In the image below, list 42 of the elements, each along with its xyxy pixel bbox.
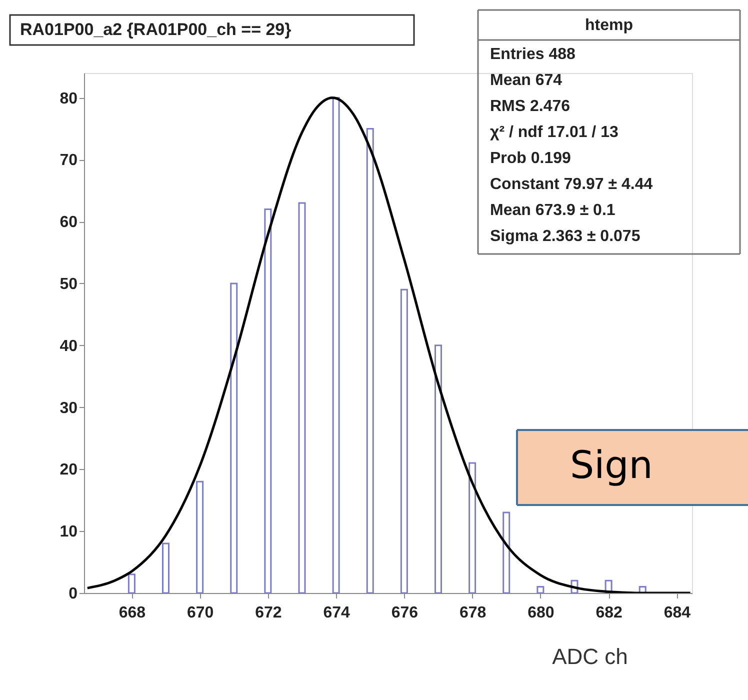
y-tick-label: 20: [60, 462, 78, 479]
bar: [162, 542, 170, 593]
annotation: RMS 2.476: [490, 98, 570, 115]
y-tick-label: 40: [60, 338, 78, 355]
x-axis-title: ADC ch: [552, 644, 628, 669]
annotation: Prob 0.199: [490, 150, 572, 167]
x-tick-label: 676: [391, 604, 418, 622]
bar: [298, 202, 306, 593]
y-tick-label: 10: [60, 524, 78, 541]
x-tick-label: 670: [186, 604, 214, 622]
bar: [468, 462, 476, 593]
y-tick-label: 30: [60, 400, 78, 417]
bar: [128, 574, 136, 593]
bar: [502, 512, 510, 593]
text: Entries 488: [490, 46, 576, 63]
bar: [536, 586, 544, 593]
x-tick-label: 684: [664, 604, 691, 622]
x-tick-label: 680: [528, 604, 554, 622]
x-tick-label: 668: [118, 604, 146, 622]
bar: [264, 208, 272, 593]
annotation: Mean 674: [490, 72, 562, 89]
y-tick-label: 60: [60, 214, 78, 232]
y-tick-label: 70: [60, 152, 78, 170]
annotation: Sigma 2.363 ± 0.075: [490, 228, 640, 245]
bar: [366, 128, 374, 593]
y-tick-label: 80: [60, 90, 78, 108]
chart-title: RA01P00_a2 {RA01P00_ch == 29}: [20, 20, 292, 39]
y-tick-label: 0: [68, 586, 78, 602]
annotation: Constant 79.97 ± 4.44: [490, 176, 653, 193]
x-tick-label: 678: [459, 604, 486, 622]
bar: [230, 282, 238, 593]
annotation: χ² / ndf 17.01 / 13: [490, 124, 618, 141]
text: htemp: [585, 17, 634, 34]
x-tick-label: 674: [323, 604, 350, 622]
bar: [434, 344, 442, 593]
annotation: Mean 673.9 ± 0.1: [490, 202, 616, 219]
bar: [196, 480, 204, 593]
x-tick-label: 682: [596, 604, 622, 622]
x-tick-label: 672: [255, 604, 282, 622]
bar: [332, 97, 340, 593]
y-tick-label: 50: [60, 276, 78, 293]
bar: [400, 288, 408, 593]
